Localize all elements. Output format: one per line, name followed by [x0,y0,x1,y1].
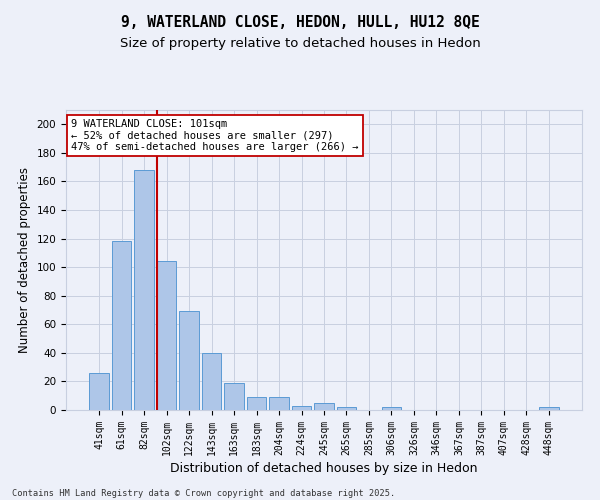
Bar [539,407,559,410]
Bar [134,170,154,410]
Y-axis label: Number of detached properties: Number of detached properties [18,167,31,353]
Bar [157,262,176,410]
Bar [382,407,401,410]
Bar [292,406,311,410]
Bar [247,397,266,410]
Bar [224,383,244,410]
Bar [314,403,334,410]
Bar [202,353,221,410]
X-axis label: Distribution of detached houses by size in Hedon: Distribution of detached houses by size … [170,462,478,475]
Bar [179,312,199,410]
Text: 9 WATERLAND CLOSE: 101sqm
← 52% of detached houses are smaller (297)
47% of semi: 9 WATERLAND CLOSE: 101sqm ← 52% of detac… [71,119,359,152]
Text: Size of property relative to detached houses in Hedon: Size of property relative to detached ho… [119,38,481,51]
Bar [112,242,131,410]
Bar [337,407,356,410]
Bar [89,373,109,410]
Text: 9, WATERLAND CLOSE, HEDON, HULL, HU12 8QE: 9, WATERLAND CLOSE, HEDON, HULL, HU12 8Q… [121,15,479,30]
Text: Contains HM Land Registry data © Crown copyright and database right 2025.: Contains HM Land Registry data © Crown c… [12,488,395,498]
Bar [269,397,289,410]
